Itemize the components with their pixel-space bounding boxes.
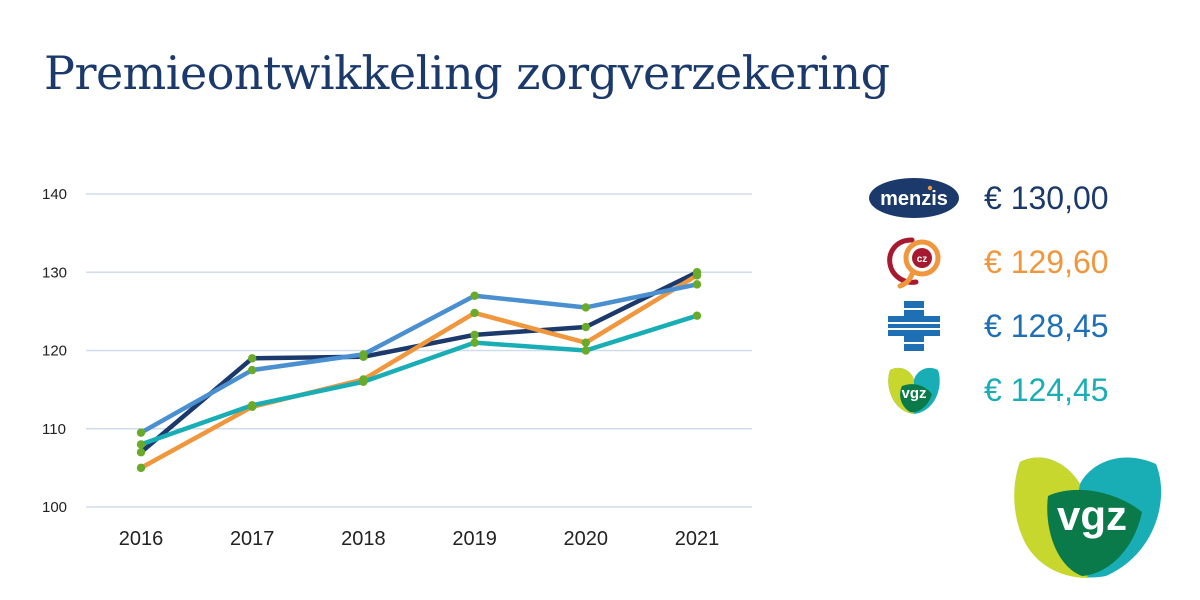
x-tick-label: 2018 (341, 528, 386, 550)
data-point-series-2 (359, 350, 368, 359)
legend: menzis € 130,00 cz € 129,60 (866, 166, 1186, 422)
x-tick-label: 2020 (564, 528, 609, 550)
menzis-logo: menzis (866, 172, 962, 224)
y-tick-label: 140 (42, 186, 67, 203)
data-point-series-3 (470, 338, 479, 347)
data-point-series-2 (248, 365, 257, 375)
y-tick-label: 120 (42, 343, 67, 360)
y-tick-label: 110 (42, 421, 66, 438)
x-tick-label: 2019 (452, 528, 497, 550)
vgz-logo: vgz (866, 364, 962, 416)
x-axis-tick-labels: 2016 2017 2018 2019 2020 2021 (119, 528, 720, 550)
y-tick-label: 130 (42, 264, 67, 281)
legend-value-menzis: € 130,00 (984, 179, 1109, 216)
x-tick-label: 2016 (119, 528, 164, 550)
chart-title: Premieontwikkeling zorgverzekering (44, 46, 890, 100)
data-point-series-3 (359, 377, 368, 386)
data-point-series-2 (470, 291, 479, 300)
legend-value-cross: € 128,45 (984, 307, 1109, 344)
data-point-series-1 (136, 463, 146, 473)
series-lines (138, 270, 700, 471)
data-point-series-2 (136, 428, 146, 437)
menzis-logo-text: menzis (880, 188, 948, 210)
legend-value-vgz: € 124,45 (984, 371, 1109, 408)
data-point-series-1 (470, 308, 479, 318)
x-tick-label: 2021 (675, 528, 720, 550)
x-tick-label: 2017 (230, 528, 275, 550)
cz-logo-text: cz (917, 254, 928, 265)
data-point-series-0 (470, 330, 479, 340)
legend-item-vgz: vgz € 124,45 (866, 358, 1186, 422)
cz-logo: cz (866, 236, 962, 289)
data-point-series-1 (581, 338, 590, 347)
data-point-series-3 (692, 311, 702, 320)
legend-value-cz: € 129,60 (984, 243, 1109, 280)
cross-logo (866, 300, 962, 352)
data-point-series-1 (692, 271, 702, 280)
grid-lines (86, 193, 752, 508)
data-point-series-2 (581, 303, 590, 312)
vgz-brand-logo: vgz (1010, 450, 1170, 582)
line-chart: 140 130 120 110 100 2016 2017 2018 2019 2020 2021 (42, 186, 752, 550)
data-point-series-2 (692, 280, 702, 289)
y-axis-tick-labels: 140 130 120 110 100 (42, 186, 67, 516)
legend-item-cross: € 128,45 (866, 294, 1186, 358)
data-point-series-3 (248, 401, 257, 410)
series-line-3 (138, 313, 700, 447)
legend-item-cz: cz € 129,60 (866, 230, 1186, 294)
series-points (136, 268, 702, 473)
vgz-brand-logo-text: vgz (1057, 492, 1127, 539)
y-tick-label: 100 (42, 499, 67, 516)
data-point-series-3 (581, 346, 590, 355)
series-line-1 (138, 273, 700, 471)
data-point-series-0 (136, 448, 146, 457)
legend-item-menzis: menzis € 130,00 (866, 166, 1186, 230)
series-line-2 (138, 282, 700, 435)
data-point-series-0 (581, 322, 590, 332)
vgz-logo-text: vgz (901, 385, 926, 402)
data-point-series-0 (248, 354, 257, 363)
data-point-series-3 (136, 440, 146, 449)
